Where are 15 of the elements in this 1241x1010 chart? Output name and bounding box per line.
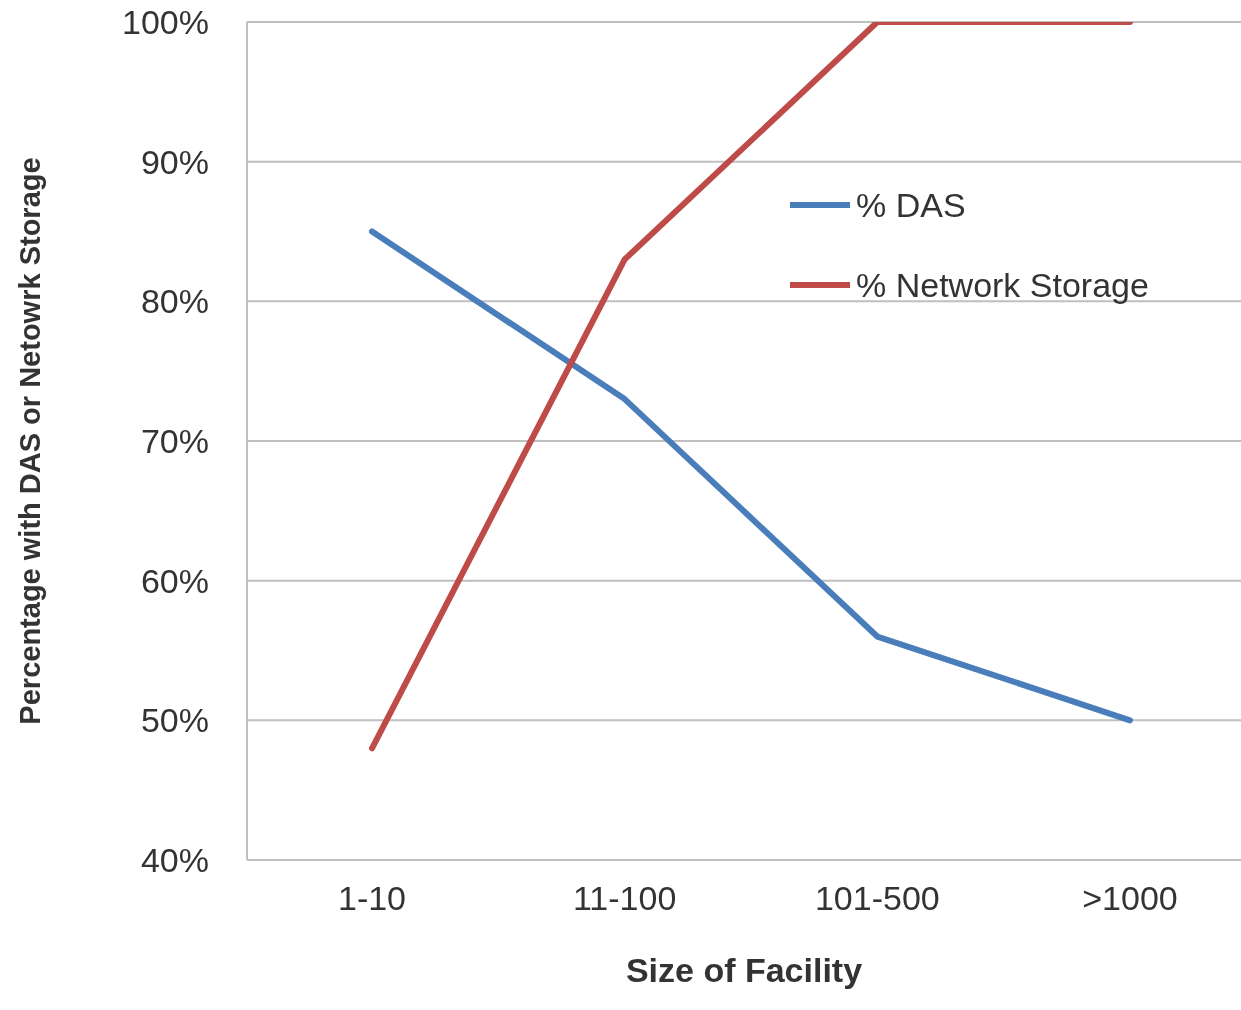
x-tick-label: 101-500	[814, 879, 940, 918]
y-tick-label: 80%	[140, 282, 209, 321]
y-tick-label: 70%	[140, 422, 209, 461]
y-tick-label: 100%	[122, 3, 209, 42]
legend-label: % DAS	[856, 185, 966, 226]
y-tick-label: 50%	[140, 701, 209, 740]
x-tick-label: 11-100	[572, 879, 677, 918]
x-tick-label: 1-10	[337, 879, 407, 918]
legend-label: % Network Storage	[856, 265, 1149, 306]
y-axis-title: Percentage with DAS or Netowrk Storage	[14, 157, 47, 725]
y-tick-label: 60%	[140, 561, 209, 600]
y-tick-label: 90%	[140, 142, 209, 181]
y-tick-label: 40%	[140, 841, 209, 880]
x-axis-title: Size of Facility	[625, 951, 863, 989]
x-tick-label: >1000	[1082, 879, 1178, 918]
